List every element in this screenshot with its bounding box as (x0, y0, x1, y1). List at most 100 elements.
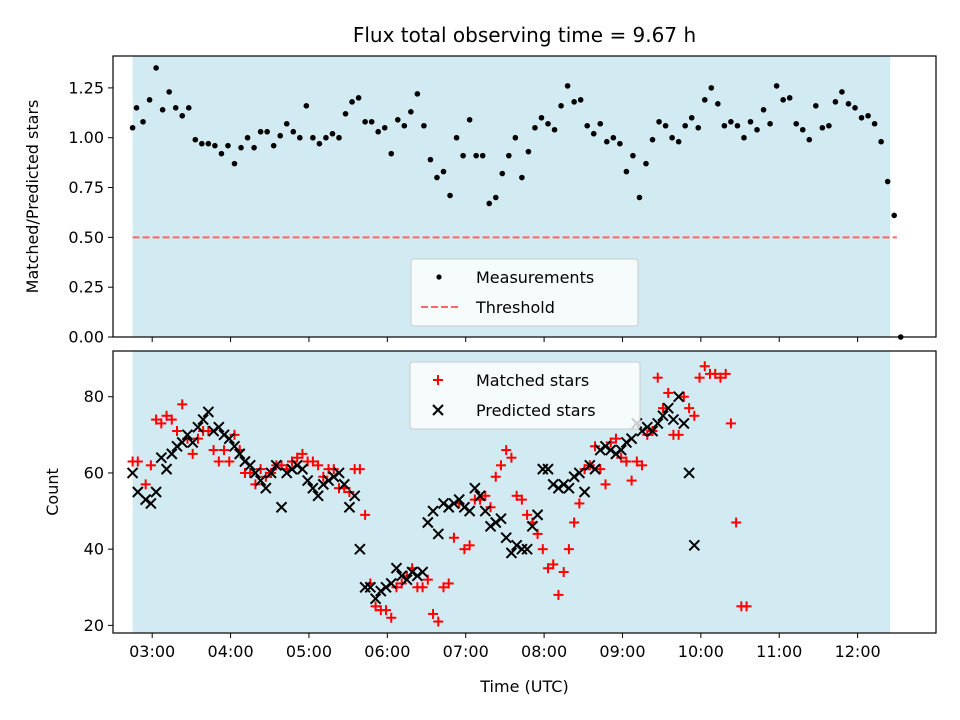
matched-star-point (381, 605, 392, 616)
measurement-point (708, 85, 715, 91)
measurement-point (721, 122, 728, 129)
predicted-star-point (317, 478, 330, 491)
predicted-star-point (646, 425, 659, 437)
predicted-star-point (479, 505, 492, 517)
measurement-point (479, 152, 486, 159)
predicted-star-point (296, 463, 309, 475)
predicted-star-point (652, 417, 664, 430)
measurement-point (310, 134, 316, 141)
measurement-point (813, 103, 819, 109)
matched-star-point (417, 582, 428, 593)
matched-star-point (678, 391, 689, 402)
predicted-star-point (197, 413, 209, 426)
matched-star-point (657, 403, 668, 414)
measurement-point (786, 95, 793, 101)
matched-star-point (433, 616, 444, 627)
measurement-point (558, 103, 564, 109)
legend-plus-glyph (433, 375, 443, 385)
matched-star-point (689, 410, 700, 421)
measurement-point (734, 122, 741, 129)
measurement-point (408, 109, 414, 115)
matched-star-point (506, 452, 517, 463)
measurement-point (172, 105, 179, 111)
predicted-star-point (244, 459, 256, 472)
predicted-star-point (688, 539, 701, 552)
predicted-star-point (213, 421, 225, 433)
predicted-star-point (286, 463, 298, 475)
matched-star-point (297, 448, 308, 459)
measurement-point (545, 120, 551, 127)
matched-star-point (255, 464, 266, 475)
predicted-star-point (223, 432, 235, 445)
measurement-point (316, 140, 323, 147)
count-y-axis-label: Count (43, 468, 62, 516)
matched-star-point (694, 372, 705, 383)
measurement-point (538, 114, 545, 121)
measurement-point (832, 99, 839, 105)
predicted-star-point (359, 581, 371, 593)
predicted-star-point (333, 467, 345, 479)
x-tick-label: 08:00 (521, 642, 567, 661)
matched-star-point (642, 429, 653, 440)
predicted-star-point (281, 467, 293, 479)
predicted-star-point (594, 444, 606, 456)
matched-star-point (354, 464, 365, 475)
measurement-point (747, 118, 754, 125)
predicted-star-point (510, 539, 523, 552)
matched-star-point (260, 471, 271, 482)
matched-star-point (177, 399, 188, 410)
predicted-star-point (228, 440, 241, 452)
measurement-point (179, 112, 186, 119)
matched-star-point (132, 456, 143, 467)
measurement-point (270, 142, 277, 149)
predicted-star-point (343, 501, 356, 513)
predicted-star-point (160, 463, 173, 475)
matched-star-point (245, 467, 256, 478)
matched-star-point (511, 490, 522, 501)
x-tick-label: 06:00 (364, 642, 410, 661)
count-legend-box (409, 361, 641, 430)
predicted-star-point (254, 474, 267, 487)
predicted-star-point (202, 406, 215, 418)
predicted-star-point (547, 478, 559, 491)
x-tick-label: 10:00 (678, 642, 724, 661)
predicted-star-point (563, 482, 575, 494)
measurement-point (290, 128, 297, 135)
predicted-star-point (328, 471, 340, 483)
matched-star-point (156, 418, 167, 429)
matched-star-point (610, 433, 621, 444)
matched-star-point (725, 418, 736, 429)
predicted-star-point (589, 463, 601, 475)
measurement-point (427, 156, 434, 163)
matched-star-point (637, 460, 648, 471)
x-tick-label: 07:00 (443, 642, 489, 661)
measurement-point (688, 114, 695, 121)
predicted-star-point (443, 501, 455, 513)
measurement-point (192, 136, 199, 143)
measurement-point (682, 122, 688, 129)
measurement-point (793, 120, 800, 127)
predicted-star-point (395, 570, 408, 582)
measurement-point (871, 120, 878, 127)
predicted-star-point (469, 482, 481, 494)
matched-star-point (501, 445, 512, 456)
count-panel: 20 40 60 80 03:00 04:00 05:00 06:00 07:00 08:00 0… (43, 350, 937, 696)
predicted-star-point (568, 471, 580, 483)
x-axis-label: Time (UTC) (479, 677, 568, 696)
predicted-star-point (552, 482, 565, 494)
predicted-star-point (432, 528, 444, 540)
matched-star-point (652, 372, 663, 383)
measurement-point (129, 124, 136, 131)
predicted-star-point (448, 497, 460, 510)
predicted-star-point (312, 490, 324, 502)
measurement-point (826, 122, 832, 129)
ratio-y-tick-label: 0.25 (68, 278, 104, 297)
matched-star-point (516, 494, 527, 505)
measurement-point (564, 83, 571, 89)
predicted-star-point (683, 467, 695, 479)
measurement-point (238, 144, 244, 151)
matched-star-point (428, 608, 439, 619)
matched-star-point (219, 445, 230, 456)
measurement-point (257, 128, 264, 135)
matched-star-point (396, 578, 407, 589)
